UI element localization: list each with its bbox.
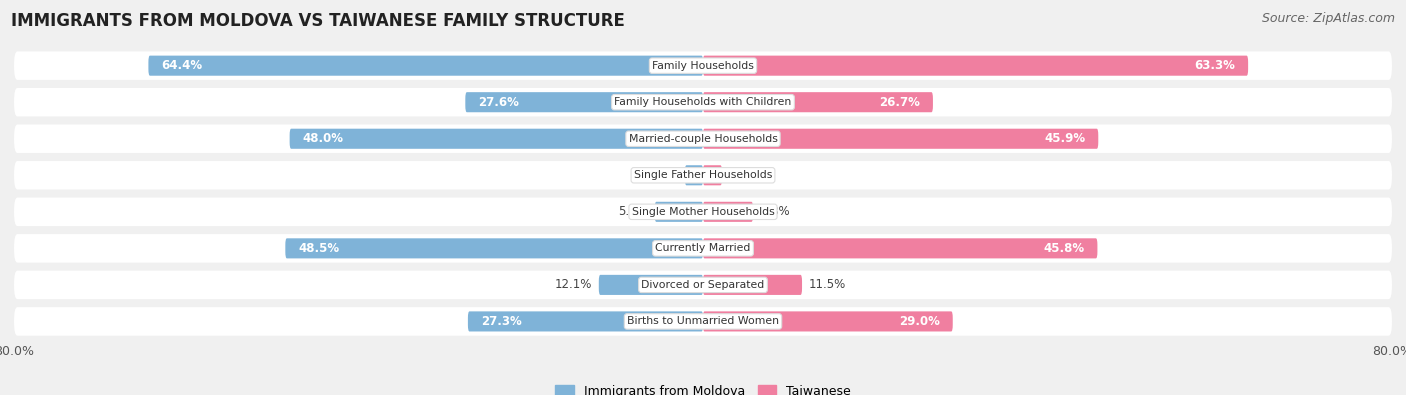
FancyBboxPatch shape <box>14 124 1392 153</box>
FancyBboxPatch shape <box>285 238 703 258</box>
FancyBboxPatch shape <box>14 51 1392 80</box>
Text: IMMIGRANTS FROM MOLDOVA VS TAIWANESE FAMILY STRUCTURE: IMMIGRANTS FROM MOLDOVA VS TAIWANESE FAM… <box>11 12 626 30</box>
FancyBboxPatch shape <box>703 56 1249 76</box>
Text: 27.6%: 27.6% <box>478 96 519 109</box>
FancyBboxPatch shape <box>14 307 1392 336</box>
Text: Single Father Households: Single Father Households <box>634 170 772 180</box>
Text: 27.3%: 27.3% <box>481 315 522 328</box>
Text: 5.6%: 5.6% <box>619 205 648 218</box>
Text: 2.2%: 2.2% <box>728 169 759 182</box>
FancyBboxPatch shape <box>465 92 703 112</box>
Text: 48.0%: 48.0% <box>302 132 343 145</box>
FancyBboxPatch shape <box>14 234 1392 263</box>
Text: 2.1%: 2.1% <box>648 169 678 182</box>
Text: 5.8%: 5.8% <box>759 205 789 218</box>
Text: 29.0%: 29.0% <box>898 315 939 328</box>
FancyBboxPatch shape <box>14 161 1392 190</box>
FancyBboxPatch shape <box>599 275 703 295</box>
FancyBboxPatch shape <box>703 275 801 295</box>
Text: Births to Unmarried Women: Births to Unmarried Women <box>627 316 779 326</box>
Text: Family Households with Children: Family Households with Children <box>614 97 792 107</box>
FancyBboxPatch shape <box>14 271 1392 299</box>
Text: 64.4%: 64.4% <box>162 59 202 72</box>
Text: 45.8%: 45.8% <box>1043 242 1084 255</box>
FancyBboxPatch shape <box>703 311 953 331</box>
Text: Divorced or Separated: Divorced or Separated <box>641 280 765 290</box>
Text: Single Mother Households: Single Mother Households <box>631 207 775 217</box>
Text: 48.5%: 48.5% <box>298 242 339 255</box>
FancyBboxPatch shape <box>468 311 703 331</box>
FancyBboxPatch shape <box>703 165 721 185</box>
Text: Currently Married: Currently Married <box>655 243 751 253</box>
FancyBboxPatch shape <box>703 202 754 222</box>
FancyBboxPatch shape <box>703 129 1098 149</box>
FancyBboxPatch shape <box>149 56 703 76</box>
Text: 11.5%: 11.5% <box>808 278 846 292</box>
FancyBboxPatch shape <box>14 88 1392 117</box>
FancyBboxPatch shape <box>655 202 703 222</box>
Text: 26.7%: 26.7% <box>879 96 920 109</box>
FancyBboxPatch shape <box>14 198 1392 226</box>
Text: Family Households: Family Households <box>652 61 754 71</box>
FancyBboxPatch shape <box>703 92 934 112</box>
FancyBboxPatch shape <box>290 129 703 149</box>
Text: 45.9%: 45.9% <box>1045 132 1085 145</box>
Text: 12.1%: 12.1% <box>554 278 592 292</box>
Legend: Immigrants from Moldova, Taiwanese: Immigrants from Moldova, Taiwanese <box>555 385 851 395</box>
FancyBboxPatch shape <box>685 165 703 185</box>
Text: 63.3%: 63.3% <box>1194 59 1236 72</box>
Text: Married-couple Households: Married-couple Households <box>628 134 778 144</box>
Text: Source: ZipAtlas.com: Source: ZipAtlas.com <box>1261 12 1395 25</box>
FancyBboxPatch shape <box>703 238 1098 258</box>
